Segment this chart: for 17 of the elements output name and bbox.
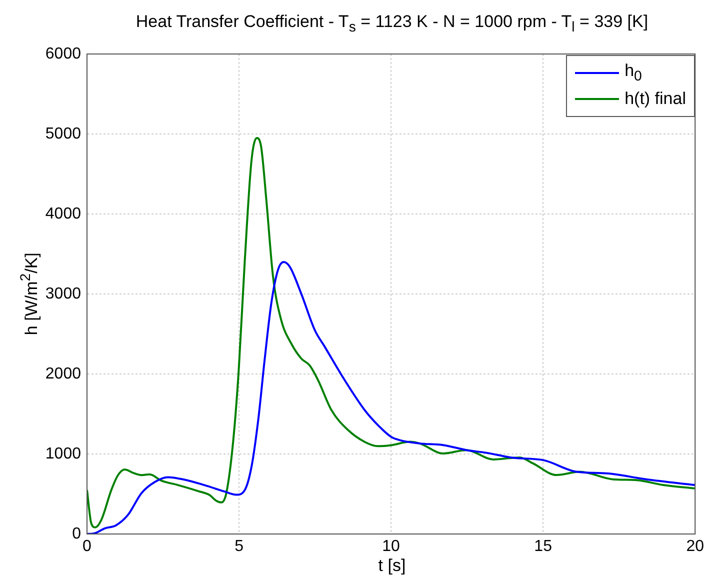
line-series <box>87 261 696 534</box>
y-tick-label: 3000 <box>45 285 82 302</box>
chart-title: Heat Transfer Coefficient - T$_{s}$ = 1123 K - N = 1000 rpm - T$_{l}$ = 339 [K] <box>134 12 650 36</box>
x-axis-title: t [s] <box>377 556 407 576</box>
x-tick-label: 10 <box>382 538 400 556</box>
y-tick-label: 4000 <box>45 205 82 222</box>
y-tick-label: 2000 <box>45 365 82 382</box>
y-tick-label: 0 <box>72 525 82 542</box>
line-series <box>87 137 696 528</box>
x-tick-label: 5 <box>234 538 244 556</box>
y-tick-label: 1000 <box>45 445 82 462</box>
x-tick-label: 20 <box>686 538 704 556</box>
x-tick-label: 15 <box>534 538 552 556</box>
legend-label: h(t) final <box>624 89 686 109</box>
y-tick-label: 6000 <box>45 45 82 62</box>
y-tick-label: 5000 <box>45 125 82 142</box>
legend-label: h$_{0}$ <box>624 61 642 85</box>
